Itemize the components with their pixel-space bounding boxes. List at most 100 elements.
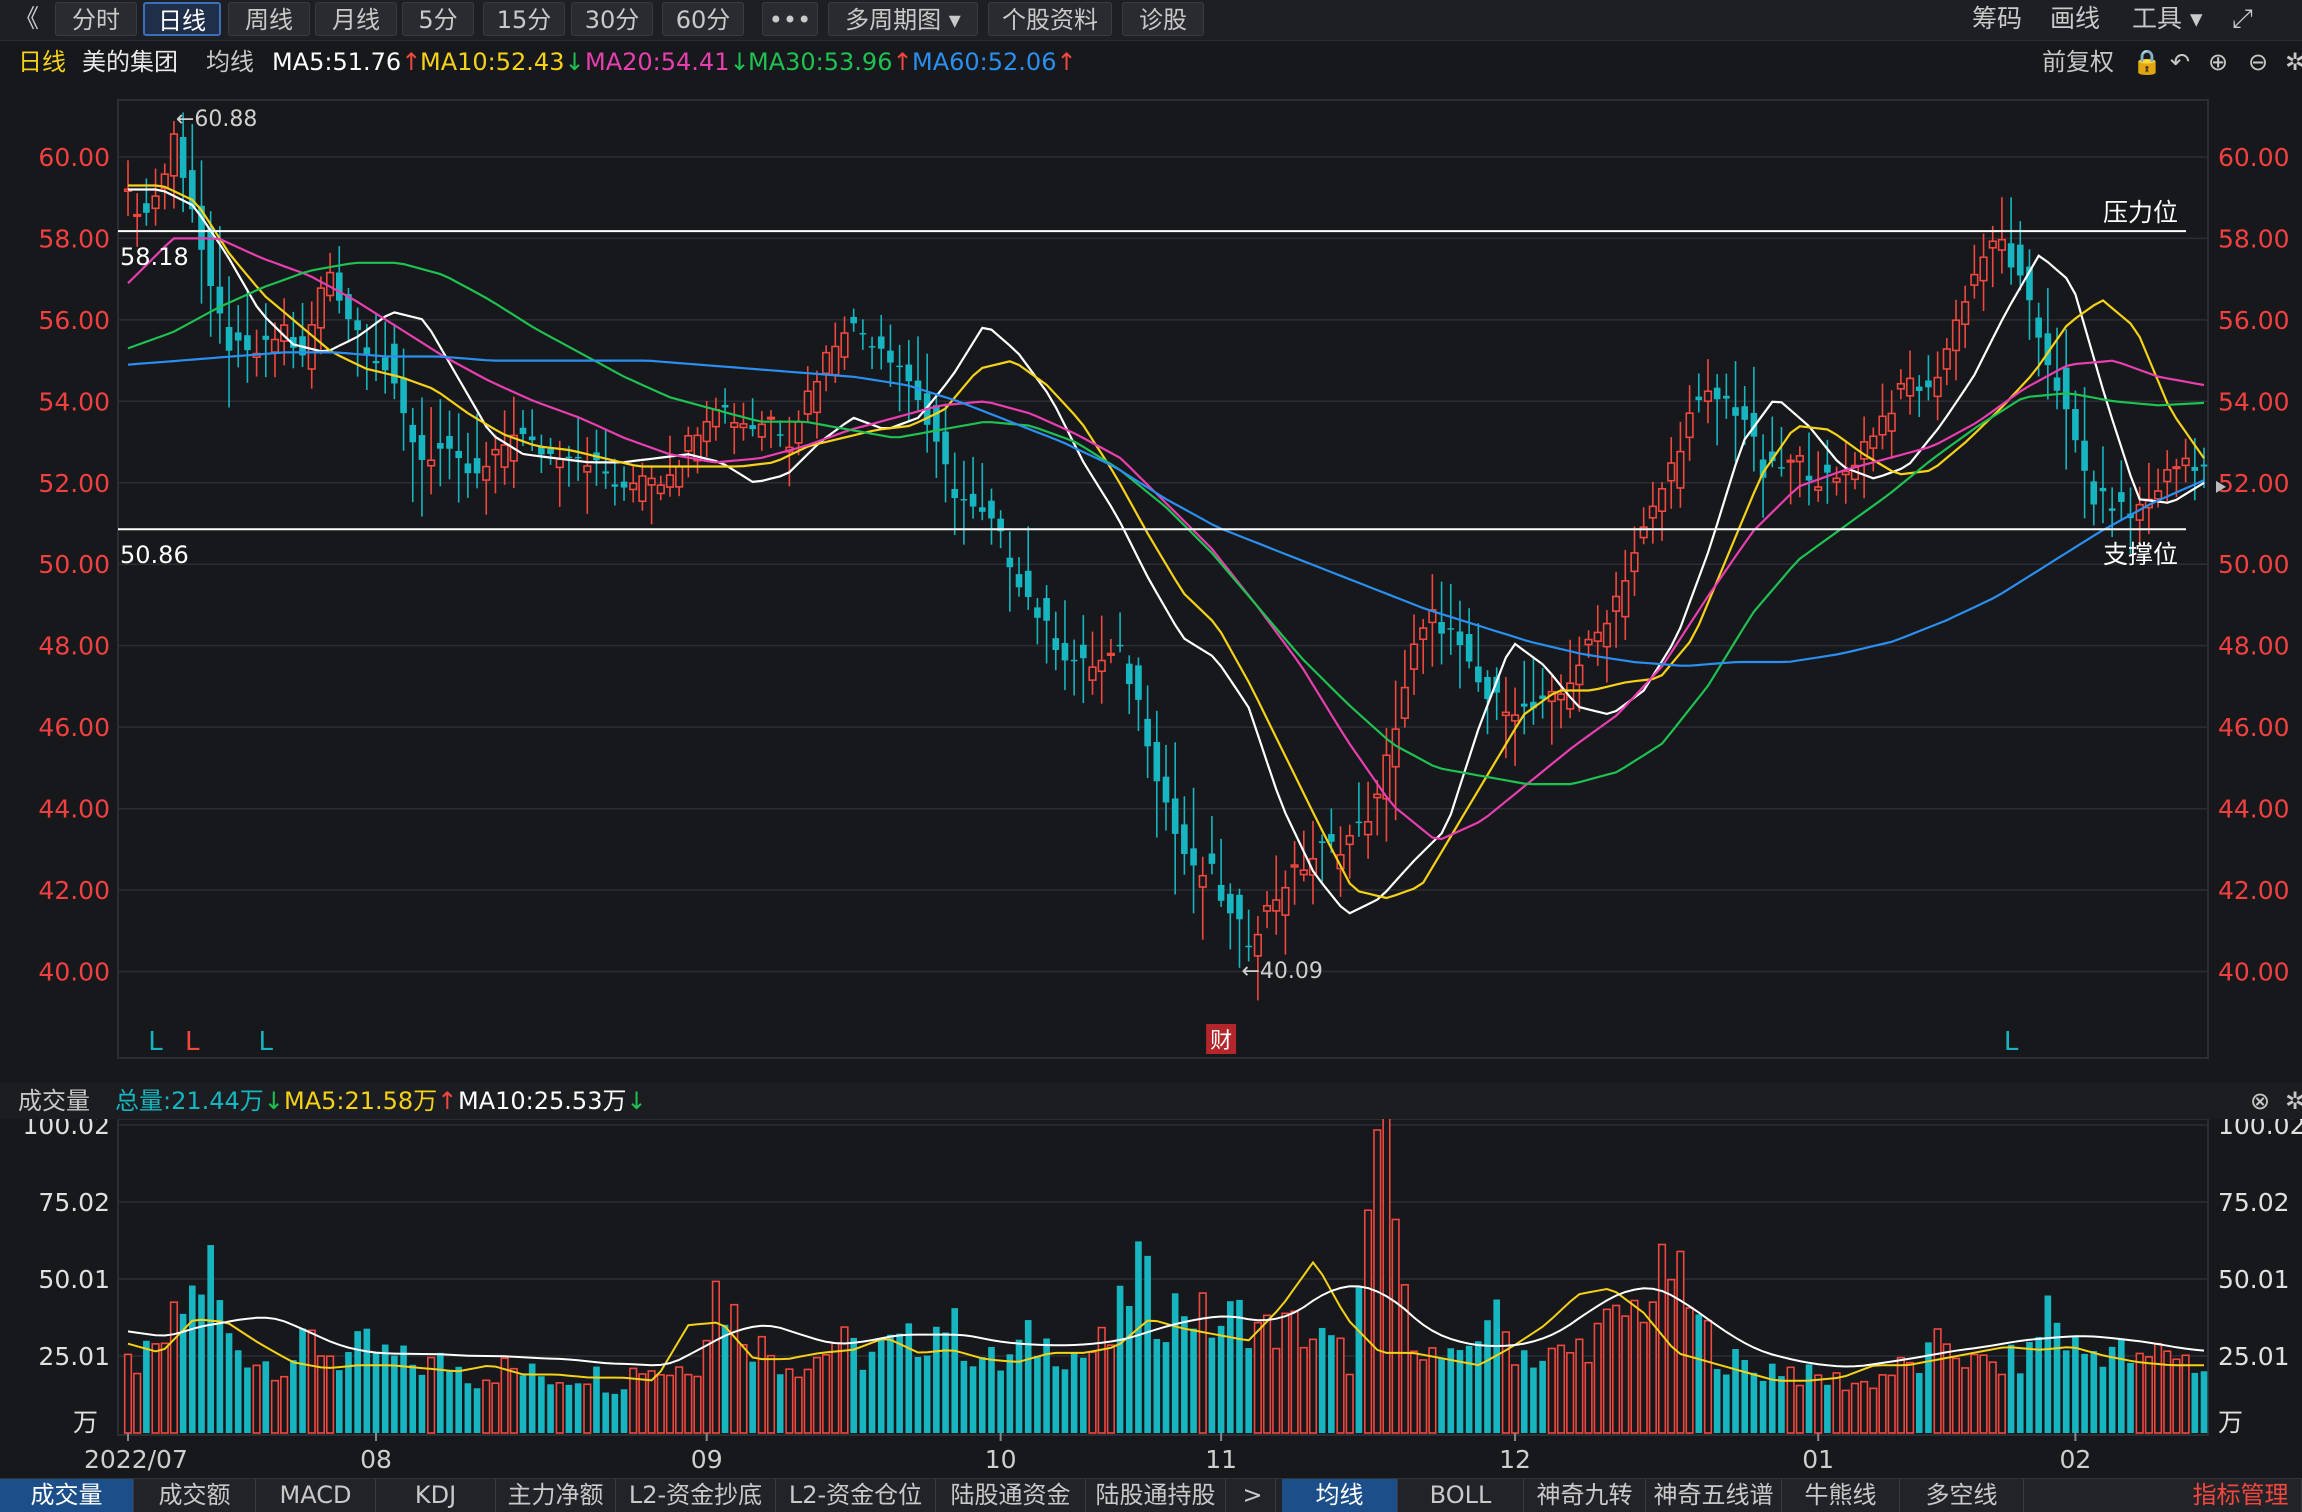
tabs-scroll-arrow[interactable]: > — [1230, 1479, 1276, 1512]
volume-bar-up — [1905, 1361, 1915, 1434]
candle-down — [997, 518, 1004, 532]
candle-up — [1400, 686, 1409, 719]
chip-button[interactable]: 筹码 — [1972, 4, 2023, 33]
overlay-tab-4[interactable]: 牛熊线 — [1782, 1479, 1900, 1512]
indicator-tab-1[interactable]: 成交额 — [134, 1479, 256, 1512]
ma-mode-label[interactable]: 均线 — [206, 48, 254, 76]
tab-60min[interactable]: 60分 — [662, 2, 744, 36]
tools-button[interactable]: 工具 ▾ — [2132, 4, 2203, 33]
volume-indicator-label[interactable]: 成交量 — [18, 1087, 90, 1115]
volume-bar-down — [1006, 1354, 1014, 1433]
indicator-tab-8[interactable]: 陆股通持股 — [1086, 1479, 1226, 1512]
indicator-tab-3[interactable]: KDJ — [376, 1479, 496, 1512]
candle-down — [216, 286, 224, 314]
volume-bar-up — [1621, 1315, 1630, 1434]
volume-tick-right: 100.02 — [2218, 1119, 2302, 1140]
indicator-tab-2[interactable]: MACD — [256, 1479, 376, 1512]
volume-bar-up — [1795, 1384, 1804, 1434]
candle-down — [354, 320, 361, 331]
volume-bar-down — [1328, 1335, 1335, 1433]
candle-up — [1786, 459, 1795, 463]
support-value-label: 50.86 — [120, 541, 189, 569]
volume-bar-down — [2099, 1366, 2107, 1433]
lock-icon[interactable]: 🔒 — [2132, 48, 2162, 76]
overlay-tab-3[interactable]: 神奇五线谱 — [1646, 1479, 1782, 1512]
indicator-tab-7[interactable]: 陆股通资金 — [936, 1479, 1086, 1512]
volume-bar-up — [1841, 1389, 1850, 1434]
tab-5min[interactable]: 5分 — [402, 2, 474, 36]
tab-daily[interactable]: 日线 — [143, 2, 221, 36]
adjust-mode-button[interactable]: 前复权 — [2042, 48, 2114, 76]
indicator-tab-0[interactable]: 成交量 — [0, 1479, 134, 1512]
indicator-tab-5[interactable]: L2-资金抄底 — [616, 1479, 776, 1512]
candle-down — [1217, 884, 1225, 901]
candle-down — [1328, 834, 1335, 842]
volume-bar-down — [1438, 1358, 1445, 1433]
candle-up — [1988, 240, 1997, 249]
settings-icon[interactable]: ✲ — [2285, 48, 2302, 76]
more-button[interactable]: ••• — [762, 2, 818, 36]
candle-up — [555, 458, 564, 469]
candle-up — [1611, 595, 1621, 612]
volume-bar-up — [1299, 1346, 1308, 1434]
volume-bar-down — [216, 1300, 224, 1433]
volume-bar-down — [1741, 1360, 1749, 1433]
volume-bar-up — [766, 1354, 776, 1434]
tab-weekly[interactable]: 周线 — [228, 2, 310, 36]
draw-line-button[interactable]: 画线 — [2050, 4, 2101, 33]
zoom-in-icon[interactable]: ⊕ — [2208, 48, 2229, 76]
volume-bar-down — [1493, 1299, 1500, 1433]
volume-bar-down — [2118, 1339, 2125, 1433]
indicator-tab-6[interactable]: L2-资金仓位 — [776, 1479, 936, 1512]
indicator-tab-4[interactable]: 主力净额 — [496, 1479, 616, 1512]
volume-bar-down — [1915, 1373, 1923, 1433]
back-button[interactable]: 《 — [14, 4, 40, 33]
stock-profile-button[interactable]: 个股资料 — [988, 2, 1112, 36]
volume-bar-up — [1575, 1338, 1584, 1434]
candle-down — [1539, 695, 1546, 699]
volume-bar-up — [785, 1368, 794, 1434]
volume-bar-up — [1639, 1321, 1648, 1434]
candle-down — [437, 443, 444, 449]
diagnose-button[interactable]: 诊股 — [1122, 2, 1204, 36]
volume-bar-down — [2081, 1353, 2088, 1433]
candle-down — [749, 425, 756, 430]
indicator-manage-button[interactable]: 指标管理 — [2180, 1479, 2302, 1512]
x-tick-label: 2022/07 — [84, 1445, 188, 1474]
candle-up — [1795, 455, 1804, 463]
candle-down — [1447, 628, 1455, 630]
volume-bar-down — [1759, 1380, 1767, 1433]
volume-bar-down — [988, 1347, 995, 1433]
volume-bar-down — [143, 1340, 150, 1433]
multi-period-button[interactable]: 多周期图 ▾ — [828, 2, 978, 36]
volume-settings-icon[interactable]: ✲ — [2285, 1087, 2302, 1115]
close-volume-icon[interactable]: ⊗ — [2250, 1087, 2271, 1115]
candle-up — [1970, 273, 1979, 286]
kline-chart[interactable]: 40.00 40.00 42.00 42.00 44.00 44.00 46.00 46.00… — [0, 84, 2302, 1064]
volume-tick-right: 50.01 — [2218, 1265, 2290, 1294]
candle-up — [629, 482, 638, 491]
tab-15min[interactable]: 15分 — [483, 2, 565, 36]
undo-icon[interactable]: ↶ — [2170, 48, 2191, 76]
candle-up — [1961, 301, 1970, 326]
volume-bar-down — [290, 1360, 297, 1433]
tab-30min[interactable]: 30分 — [571, 2, 653, 36]
candle-down — [1034, 607, 1041, 618]
overlay-tab-0[interactable]: 均线 — [1282, 1479, 1398, 1512]
zoom-out-icon[interactable]: ⊖ — [2248, 48, 2269, 76]
volume-bar-up — [1584, 1361, 1593, 1434]
volume-chart[interactable]: 100.02 100.02 75.02 75.02 50.01 50.01 25.01 25.… — [0, 1119, 2302, 1478]
tab-monthly[interactable]: 月线 — [315, 2, 397, 36]
candle-up — [1575, 664, 1584, 686]
fullscreen-icon[interactable]: ⤢ — [2232, 4, 2253, 34]
tab-fenshi[interactable]: 分时 — [55, 2, 137, 36]
candle-down — [611, 484, 619, 487]
overlay-tab-1[interactable]: BOLL — [1398, 1479, 1524, 1512]
overlay-tab-2[interactable]: 神奇九转 — [1524, 1479, 1646, 1512]
candle-up — [1942, 348, 1951, 370]
overlay-tab-5[interactable]: 多空线 — [1900, 1479, 2024, 1512]
volume-bar-down — [1539, 1360, 1546, 1433]
ma-line-ma30 — [127, 261, 2205, 786]
volume-bar-up — [1428, 1347, 1437, 1434]
volume-bar-down — [1024, 1320, 1032, 1433]
